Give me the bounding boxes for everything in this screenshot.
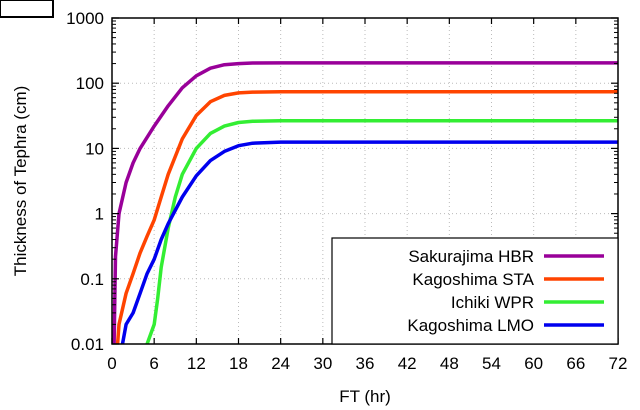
x-axis-label: FT (hr) (339, 387, 391, 406)
legend-label-3: Kagoshima LMO (407, 316, 534, 335)
legend-label-2: Ichiki WPR (451, 293, 534, 312)
x-tick-label: 12 (187, 354, 206, 373)
ticks: 0 6 12 18 24 30 36 42 48 54 60 66 72 0.01 0.1 1 10 100 100… (66, 9, 627, 373)
x-tick-label: 48 (440, 354, 459, 373)
legend-label-0: Sakurajima HBR (408, 247, 534, 266)
series-line-2 (145, 119, 618, 344)
y-axis-label: Thickness of Tephra (cm) (11, 86, 30, 277)
x-tick-label: 36 (356, 354, 375, 373)
series-lines (112, 61, 618, 344)
legend: Sakurajima HBR Kagoshima STA Ichiki WPR Kag… (331, 237, 619, 345)
x-tick-label: 42 (398, 354, 417, 373)
series-line-0 (112, 61, 618, 344)
series-line-1 (115, 89, 618, 344)
x-tick-label: 54 (482, 354, 501, 373)
y-tick-label: 0.01 (71, 335, 104, 354)
x-tick-label: 60 (524, 354, 543, 373)
x-tick-label: 0 (107, 354, 116, 373)
legend-label-1: Kagoshima STA (412, 270, 534, 289)
y-tick-label: 1 (95, 205, 104, 224)
y-tick-label: 100 (76, 74, 104, 93)
x-tick-label: 24 (271, 354, 290, 373)
y-tick-label: 1000 (66, 9, 104, 28)
y-tick-label: 0.1 (80, 270, 104, 289)
x-tick-label: 66 (566, 354, 585, 373)
series-line-3 (120, 140, 618, 344)
y-tick-label: 10 (85, 139, 104, 158)
x-tick-label: 18 (229, 354, 248, 373)
x-tick-label: 6 (149, 354, 158, 373)
x-tick-label: 30 (313, 354, 332, 373)
corner-box (0, 0, 54, 18)
x-tick-label: 72 (609, 354, 628, 373)
